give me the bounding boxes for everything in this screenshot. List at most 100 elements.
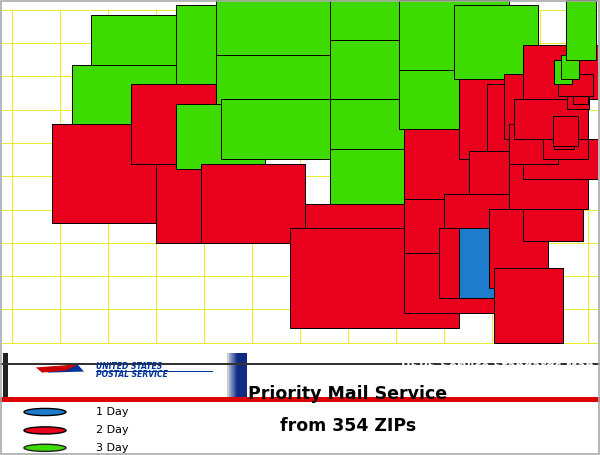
Bar — [237, 353, 247, 397]
Bar — [503, 75, 563, 139]
Polygon shape — [42, 365, 84, 373]
Bar — [0, 364, 600, 365]
Bar — [229, 353, 239, 397]
Bar — [230, 353, 241, 397]
Bar — [235, 353, 244, 397]
Bar — [400, 70, 509, 129]
Bar — [330, 40, 459, 99]
Bar — [404, 253, 503, 313]
Bar — [330, 149, 459, 204]
Bar — [514, 99, 588, 139]
Text: Priority Mail Service: Priority Mail Service — [248, 384, 448, 403]
Bar — [230, 353, 240, 397]
Bar — [52, 124, 161, 223]
Bar — [404, 129, 514, 199]
Bar — [469, 151, 563, 196]
Bar — [489, 208, 548, 288]
Bar — [233, 353, 243, 397]
Bar — [232, 353, 241, 397]
Bar — [509, 164, 588, 208]
Bar — [444, 194, 548, 235]
Bar — [566, 0, 596, 60]
Bar — [91, 15, 211, 65]
Bar — [235, 353, 245, 397]
Bar — [290, 228, 459, 328]
Bar — [400, 0, 509, 70]
Bar — [233, 353, 244, 397]
Text: from 354 ZIPs: from 354 ZIPs — [280, 417, 416, 435]
Bar — [523, 45, 600, 99]
Text: 1 Day: 1 Day — [96, 407, 128, 417]
Bar — [235, 353, 245, 397]
Bar — [131, 85, 221, 164]
Bar — [221, 99, 340, 159]
Circle shape — [24, 427, 66, 434]
Bar — [230, 353, 239, 397]
Bar — [229, 353, 239, 397]
Bar — [231, 353, 241, 397]
Bar — [236, 353, 245, 397]
Bar — [544, 134, 588, 159]
Circle shape — [24, 409, 66, 415]
Bar — [232, 353, 242, 397]
Bar — [487, 85, 541, 154]
Bar — [232, 353, 242, 397]
Bar — [558, 75, 593, 96]
Bar — [229, 353, 238, 397]
Bar — [236, 353, 246, 397]
Bar — [235, 353, 245, 397]
Text: 3 Day: 3 Day — [96, 443, 128, 453]
Bar — [230, 353, 240, 397]
Text: POSTAL SERVICE: POSTAL SERVICE — [96, 370, 168, 379]
Bar — [0, 397, 600, 402]
Circle shape — [24, 444, 66, 451]
Text: USPS Service Standards Map: USPS Service Standards Map — [401, 360, 594, 373]
Bar — [232, 353, 242, 397]
Bar — [523, 139, 600, 179]
Bar — [305, 204, 454, 258]
Bar — [176, 5, 256, 94]
Bar — [229, 353, 239, 397]
Bar — [459, 80, 529, 159]
Bar — [235, 353, 245, 397]
Bar — [231, 353, 241, 397]
Bar — [234, 353, 244, 397]
Bar — [561, 55, 579, 80]
Bar — [3, 353, 8, 397]
Bar — [228, 353, 238, 397]
Bar — [236, 353, 246, 397]
Bar — [96, 371, 213, 372]
Bar — [215, 0, 374, 60]
Bar — [228, 353, 238, 397]
Bar — [236, 353, 247, 397]
Bar — [233, 353, 243, 397]
Bar — [404, 199, 514, 258]
Bar — [523, 197, 583, 241]
Bar — [454, 5, 538, 80]
Polygon shape — [36, 364, 78, 373]
Bar — [509, 124, 558, 164]
Bar — [236, 353, 246, 397]
Bar — [237, 353, 247, 397]
Bar — [554, 124, 574, 149]
Text: 2 Day: 2 Day — [96, 425, 128, 435]
Bar — [229, 353, 239, 397]
Bar — [330, 0, 459, 45]
Bar — [573, 89, 588, 104]
Bar — [200, 164, 305, 243]
Bar — [330, 99, 459, 154]
Bar — [234, 353, 244, 397]
Bar — [232, 353, 242, 397]
Bar — [459, 228, 514, 298]
Bar — [233, 353, 242, 397]
Bar — [553, 116, 578, 146]
Bar — [233, 353, 243, 397]
Bar — [0, 353, 228, 397]
Bar — [227, 353, 229, 397]
Bar — [439, 228, 503, 298]
Bar — [234, 353, 244, 397]
Bar — [494, 268, 563, 343]
Text: UNITED STATES: UNITED STATES — [96, 362, 162, 371]
Bar — [554, 60, 572, 85]
Bar — [71, 65, 191, 124]
